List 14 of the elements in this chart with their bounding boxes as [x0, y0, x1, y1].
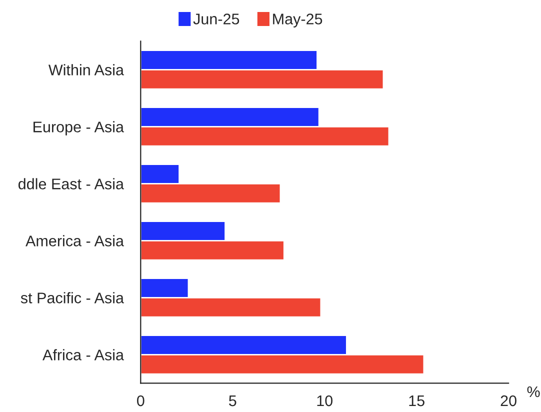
legend-label: Jun-25 [193, 14, 240, 24]
y-tick-label: Within Asia [48, 64, 124, 76]
y-tick-label: America - Asia [26, 235, 124, 246]
x-tick-label: 20 [500, 395, 516, 406]
x-tick-label: 5 [228, 396, 236, 406]
y-tick-label: st Pacific - Asia [20, 292, 124, 304]
y-tick-label: Europe - Asia [34, 121, 124, 136]
x-tick-label: 0 [137, 395, 144, 406]
legend-label: May-25 [273, 14, 322, 28]
y-tick-label: ddle East - Asia [18, 178, 124, 190]
x-tick-label: 15 [409, 396, 424, 406]
x-tick-label: 10 [317, 395, 332, 406]
x-axis-title: % [527, 386, 540, 398]
y-tick-label: Africa - Asia [42, 349, 124, 360]
